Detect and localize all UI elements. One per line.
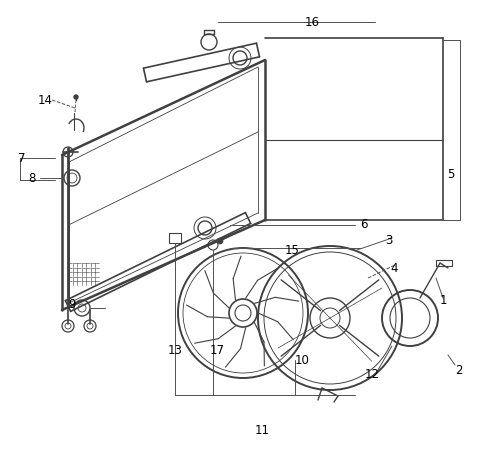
Text: 9: 9	[68, 298, 75, 311]
Text: 5: 5	[447, 169, 455, 182]
Text: 11: 11	[255, 424, 270, 437]
Text: 8: 8	[28, 171, 36, 184]
Text: 1: 1	[440, 293, 447, 306]
Text: 2: 2	[455, 364, 463, 377]
Text: 4: 4	[390, 261, 397, 274]
Text: 12: 12	[365, 369, 380, 382]
Text: 7: 7	[18, 152, 25, 164]
Text: 6: 6	[360, 219, 368, 231]
Circle shape	[217, 238, 223, 244]
Text: 10: 10	[295, 353, 310, 366]
Circle shape	[74, 95, 78, 99]
Text: 3: 3	[385, 233, 392, 247]
Text: 14: 14	[38, 93, 53, 107]
Text: 17: 17	[210, 344, 225, 357]
Text: 16: 16	[305, 16, 320, 29]
Text: 15: 15	[285, 243, 300, 256]
Text: 13: 13	[168, 344, 183, 357]
